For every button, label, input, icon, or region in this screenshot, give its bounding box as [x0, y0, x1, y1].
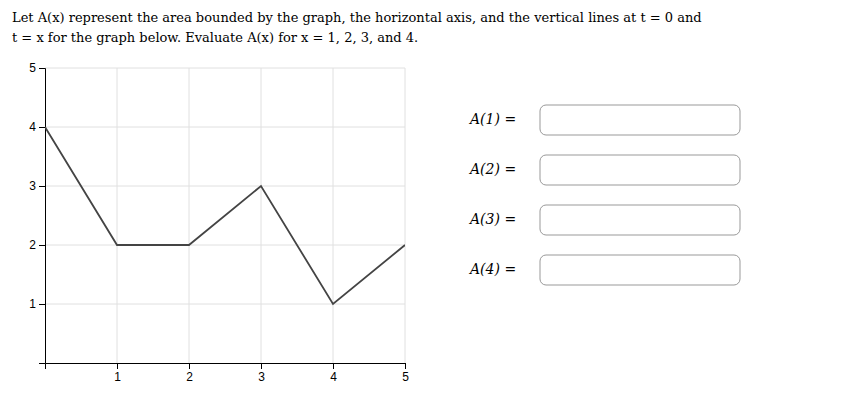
grid-line-x — [189, 68, 190, 363]
tick: 5 — [402, 363, 409, 384]
grid-line-y — [45, 68, 405, 69]
tick-label: 1 — [114, 370, 121, 384]
tick-mark — [117, 363, 118, 369]
tick-label: 3 — [258, 370, 265, 384]
input-box — [540, 205, 740, 235]
grid-line-x — [117, 68, 118, 363]
input-box — [540, 105, 740, 135]
tick-mark — [39, 186, 45, 187]
axis-line — [39, 69, 46, 364]
line — [45, 127, 405, 304]
marks — [45, 127, 405, 304]
tick-mark — [39, 68, 45, 69]
grid-line-y — [45, 186, 405, 187]
y-axis: 1 2 3 4 5 — [29, 61, 45, 363]
grid-line-x — [333, 68, 334, 363]
tick-label: 5 — [29, 61, 36, 75]
tick-label: 2 — [29, 238, 36, 252]
tick-mark — [39, 304, 45, 305]
grid-line-y — [45, 127, 405, 128]
tick-label: 5 — [402, 370, 409, 384]
tick: 3 — [258, 363, 265, 384]
tick-mark — [405, 363, 406, 369]
grid-line-x — [261, 68, 262, 363]
answer-label: A(3) = — [468, 211, 516, 227]
answers: A(1) = A(2) = A(3) = A(4) = — [468, 105, 740, 285]
grid — [45, 68, 405, 363]
tick-mark — [333, 363, 334, 369]
tick-label: 1 — [29, 297, 36, 311]
tick-label: 2 — [186, 370, 193, 384]
tick-mark — [261, 363, 262, 369]
grid-line-y — [45, 245, 405, 246]
plot: 1 2 3 4 5 1 2 3 4 5 — [29, 61, 409, 383]
input-box — [540, 155, 740, 185]
tick: 3 — [29, 179, 45, 193]
subtitle: t = x for the graph below. Evaluate A(x)… — [12, 30, 418, 45]
tick: 4 — [29, 120, 45, 134]
answer-label: A(1) = — [468, 111, 516, 127]
tick: 2 — [186, 363, 193, 384]
tick: 1 — [29, 297, 45, 311]
tick: 1 — [114, 363, 121, 384]
tick-label: 4 — [330, 370, 337, 384]
tick-mark — [39, 245, 45, 246]
tick-mark — [189, 363, 190, 369]
tick: 2 — [29, 238, 45, 252]
tick-label: 4 — [29, 120, 36, 134]
title: Let A(x) represent the area bounded by t… — [12, 10, 702, 25]
input-box — [540, 255, 740, 285]
x-axis: 1 2 3 4 5 — [46, 363, 410, 384]
tick: 4 — [330, 363, 337, 384]
tick-mark — [39, 127, 45, 128]
axis-line — [46, 364, 406, 370]
chart: Let A(x) represent the area bounded by t… — [0, 0, 843, 405]
answer-label: A(4) = — [468, 261, 516, 277]
answer-label: A(2) = — [468, 161, 516, 177]
tick-label: 3 — [29, 179, 36, 193]
grid-line-y — [45, 304, 405, 305]
tick: 5 — [29, 61, 45, 75]
grid-line-x — [405, 68, 406, 363]
